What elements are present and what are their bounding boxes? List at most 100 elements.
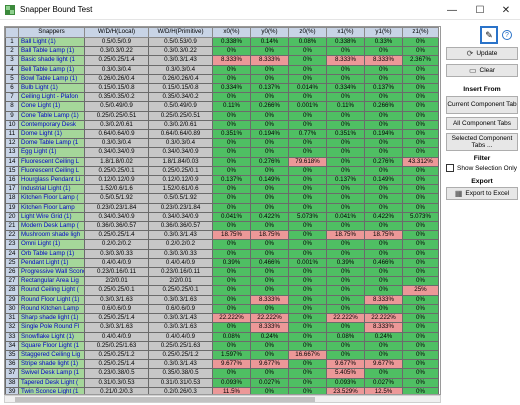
percent-cell[interactable]: 0.77% <box>288 129 327 140</box>
percent-cell[interactable]: 0.041% <box>212 211 251 223</box>
column-header[interactable] <box>5 27 19 38</box>
percent-cell[interactable]: 0% <box>326 110 365 121</box>
percent-cell[interactable]: 0.422% <box>364 211 403 223</box>
percent-cell[interactable]: 0% <box>402 230 439 241</box>
percent-cell[interactable]: 9.677% <box>364 359 403 370</box>
percent-cell[interactable]: 0% <box>250 165 289 177</box>
percent-cell[interactable]: 0.093% <box>326 377 365 388</box>
table-row[interactable]: 37 Swivel Desk Lamp (1 0.23/0.38/0.5 0.35/0… <box>5 368 439 379</box>
percent-cell[interactable]: 0% <box>212 239 251 250</box>
table-row[interactable]: 8 Cone Light (1) 0.5/0.49/0.9 0.5/0.49/0.9 0… <box>5 101 439 112</box>
table-row[interactable]: 7 Ceiling Light - Plafon 0.35/0.35/0.2 0.35… <box>5 92 439 103</box>
percent-cell[interactable]: 0% <box>364 285 403 296</box>
percent-cell[interactable]: 0.137% <box>326 175 365 186</box>
percent-cell[interactable]: 0% <box>250 184 289 195</box>
percent-cell[interactable]: 18.75% <box>212 230 251 241</box>
snapper-name-cell[interactable]: Fluorescent Ceiling L <box>18 156 85 167</box>
snapper-name-cell[interactable]: Bell Table Lamp (1) <box>18 64 85 75</box>
percent-cell[interactable]: 0% <box>212 303 251 315</box>
minimize-button[interactable]: — <box>447 4 457 16</box>
wdh-local-cell[interactable]: 0.25/0.25/1.63 <box>84 340 149 351</box>
row-number[interactable]: 12 <box>5 138 19 149</box>
row-number[interactable]: 9 <box>5 110 19 121</box>
wdh-local-cell[interactable]: 0.3/0.3/1.63 <box>84 322 149 333</box>
percent-cell[interactable]: 0% <box>402 221 439 232</box>
horizontal-scrollbar[interactable] <box>4 395 441 403</box>
percent-cell[interactable]: 0.266% <box>364 101 403 112</box>
help-button[interactable]: ? <box>502 30 512 40</box>
snapper-name-cell[interactable]: Kitchen Floor Lamp <box>18 202 85 213</box>
percent-cell[interactable]: 0% <box>402 257 439 269</box>
percent-cell[interactable]: 0% <box>364 46 403 57</box>
percent-cell[interactable]: 0% <box>250 110 289 121</box>
row-number[interactable]: 23 <box>5 239 19 250</box>
percent-cell[interactable]: 0% <box>212 267 251 278</box>
percent-cell[interactable]: 0.08% <box>326 331 365 342</box>
row-number[interactable]: 37 <box>5 368 19 379</box>
wdh-local-cell[interactable]: 2/2/0.01 <box>84 276 149 287</box>
column-header[interactable]: y1(%) <box>364 27 403 38</box>
wdh-primitive-cell[interactable]: 0.15/0.15/0.8 <box>148 83 213 94</box>
percent-cell[interactable]: 0% <box>402 267 439 278</box>
wdh-local-cell[interactable]: 0.21/0.2/0.3 <box>84 386 149 394</box>
percent-cell[interactable]: 0% <box>212 147 251 158</box>
table-row[interactable]: 29 Round Floor Light (1) 0.3/0.3/1.63 0.3/0… <box>5 294 439 305</box>
percent-cell[interactable]: 0% <box>212 322 251 333</box>
percent-cell[interactable]: 0% <box>288 248 327 259</box>
wdh-primitive-cell[interactable]: 0.3/0.2/0.61 <box>148 119 213 131</box>
table-row[interactable]: 24 Orb Table Lamp (1) 0.3/0.3/0.33 0.3/0.3/… <box>5 248 439 259</box>
wdh-primitive-cell[interactable]: 0.25/0.25/1.2 <box>148 349 213 361</box>
row-number[interactable]: 14 <box>5 156 19 167</box>
snapper-name-cell[interactable]: Light Wire Grid (1) <box>18 211 85 223</box>
percent-cell[interactable]: 0.027% <box>250 377 289 388</box>
wdh-primitive-cell[interactable]: 0.5/0.49/0.9 <box>148 101 213 112</box>
column-header[interactable]: W/D/H(Local) <box>84 27 149 38</box>
percent-cell[interactable]: 0.334% <box>326 83 365 94</box>
percent-cell[interactable]: 0% <box>250 92 289 103</box>
snapper-name-cell[interactable]: Contemporary Desk <box>18 119 85 131</box>
wdh-primitive-cell[interactable]: 0.26/0.26/0.4 <box>148 73 213 85</box>
percent-cell[interactable]: 0.351% <box>212 129 251 140</box>
percent-cell[interactable]: 0% <box>212 92 251 103</box>
percent-cell[interactable]: 0% <box>402 349 439 361</box>
percent-cell[interactable]: 0.39% <box>212 257 251 269</box>
wdh-local-cell[interactable]: 0.4/0.4/0.9 <box>84 257 149 269</box>
percent-cell[interactable]: 0% <box>212 138 251 149</box>
percent-cell[interactable]: 11.5% <box>212 386 251 394</box>
percent-cell[interactable]: 0% <box>326 156 365 167</box>
all-component-tabs-button[interactable]: All Component Tabs <box>446 117 518 130</box>
percent-cell[interactable]: 23.529% <box>326 386 365 394</box>
percent-cell[interactable]: 22.222% <box>250 313 289 324</box>
percent-cell[interactable]: 0% <box>364 349 403 361</box>
row-number[interactable]: 16 <box>5 175 19 186</box>
percent-cell[interactable]: 0% <box>250 248 289 259</box>
snapper-name-cell[interactable]: Ceiling Light - Plafon <box>18 92 85 103</box>
percent-cell[interactable]: 0% <box>364 303 403 315</box>
percent-cell[interactable]: 0.24% <box>250 331 289 342</box>
table-row[interactable]: 22 Mushroom shade ligh 0.25/0.25/1.4 0.3/0.… <box>5 230 439 241</box>
percent-cell[interactable]: 8.333% <box>212 55 251 66</box>
percent-cell[interactable]: 0% <box>402 386 439 394</box>
percent-cell[interactable]: 0% <box>326 46 365 57</box>
percent-cell[interactable]: 0.334% <box>212 83 251 94</box>
wdh-primitive-cell[interactable]: 0.23/0.23/1.84 <box>148 202 213 213</box>
table-row[interactable]: 30 Round Kitchen Lamp 0.6/0.6/0.9 0.6/0.6/0… <box>5 303 439 315</box>
percent-cell[interactable]: 0.137% <box>212 175 251 186</box>
percent-cell[interactable]: 0% <box>402 202 439 213</box>
wdh-primitive-cell[interactable]: 0.3/0.3/0.22 <box>148 46 213 57</box>
percent-cell[interactable]: 0.14% <box>250 36 289 48</box>
snapper-name-cell[interactable]: Sharp shade light (1) <box>18 313 85 324</box>
snapper-name-cell[interactable]: Tapered Desk Light ( <box>18 377 85 388</box>
percent-cell[interactable]: 0% <box>212 285 251 296</box>
column-header[interactable]: x1(%) <box>326 27 365 38</box>
percent-cell[interactable]: 0% <box>288 73 327 85</box>
percent-cell[interactable]: 0% <box>326 322 365 333</box>
percent-cell[interactable]: 0% <box>364 276 403 287</box>
wdh-primitive-cell[interactable]: 0.2/0.2/0.2 <box>148 239 213 250</box>
percent-cell[interactable]: 0% <box>364 119 403 131</box>
wdh-local-cell[interactable]: 0.3/0.2/0.61 <box>84 119 149 131</box>
table-row[interactable]: 36 Stripe shade light (1) 0.25/0.25/1.4 0.3… <box>5 359 439 370</box>
wdh-primitive-cell[interactable]: 0.25/0.25/0.1 <box>148 165 213 177</box>
percent-cell[interactable]: 0% <box>402 64 439 75</box>
update-button[interactable]: ⟳ Update <box>446 47 518 60</box>
